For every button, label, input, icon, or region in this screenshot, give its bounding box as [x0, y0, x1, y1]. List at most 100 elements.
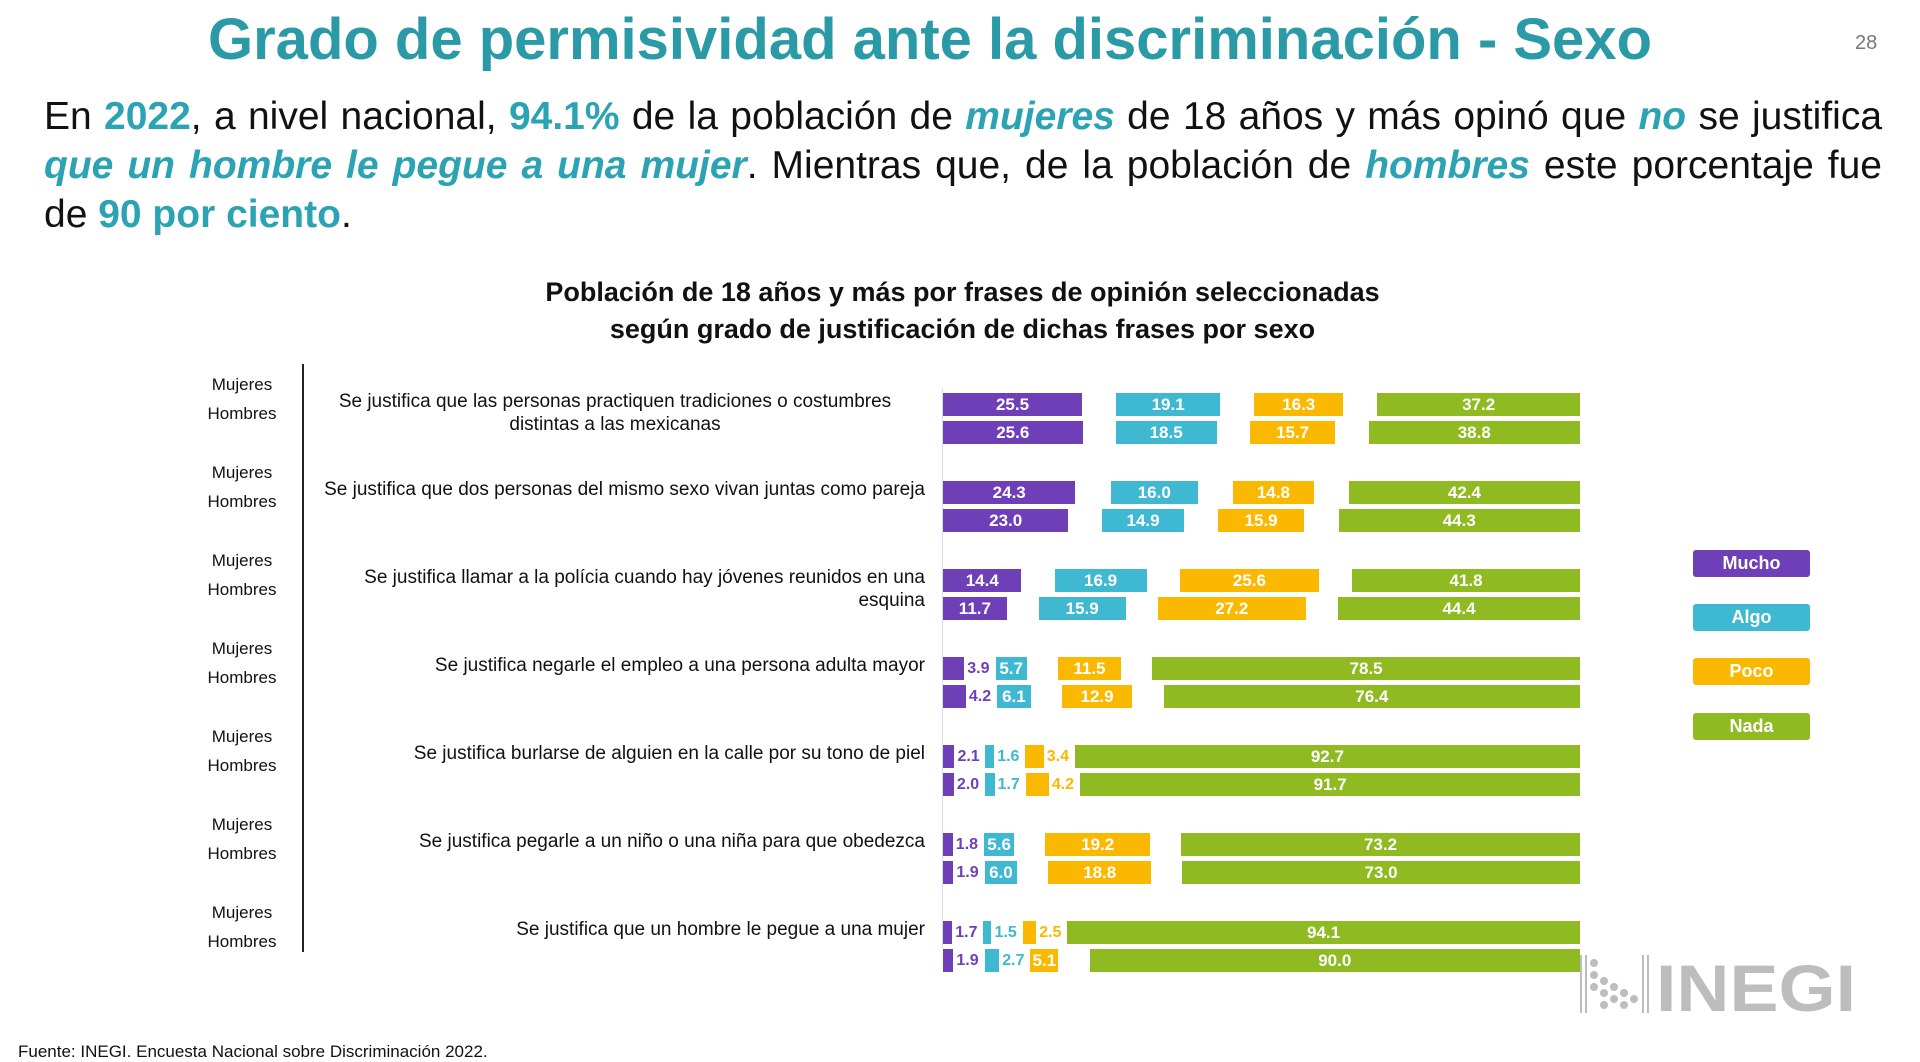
bar-nada-mujeres: 94.1 — [1067, 921, 1580, 944]
bar-nada-hombres: 73.0 — [1182, 861, 1580, 884]
bar-algo-mujeres: 16.9 — [1054, 569, 1147, 592]
category-axis-line — [302, 364, 304, 952]
bar-poco-hombres — [1025, 773, 1049, 796]
bar-algo-mujeres: 19.1 — [1116, 393, 1221, 416]
highlight-text: 94.1% — [508, 95, 620, 138]
bar-algo-mujeres: 5.7 — [995, 657, 1027, 680]
category-label: Se justifica que dos personas del mismo … — [324, 479, 925, 500]
bar-value-label: 4.2 — [1051, 776, 1075, 793]
bar-value-label: 1.7 — [955, 924, 978, 941]
paragraph-text: . — [340, 193, 352, 236]
paragraph-text: se justifica — [1686, 95, 1883, 138]
bar-value-label: 1.6 — [997, 748, 1020, 765]
category-label: Se justifica burlarse de alguien en la c… — [413, 743, 925, 764]
bar-mucho-hombres — [943, 861, 954, 884]
highlight-text: 2022 — [104, 95, 191, 138]
bar-nada-mujeres: 42.4 — [1348, 481, 1580, 504]
bar-nada-hombres: 44.3 — [1338, 509, 1580, 532]
bar-value-label: 3.4 — [1046, 748, 1069, 765]
bar-mucho-mujeres: 24.3 — [943, 481, 1076, 504]
bar-mucho-hombres — [943, 773, 954, 796]
sex-label-hombres: Hombres — [207, 844, 277, 863]
bar-poco-mujeres — [1025, 745, 1044, 768]
bar-value-label: 1.7 — [997, 776, 1020, 793]
paragraph-text: de 18 años y más opinó que — [1114, 95, 1639, 138]
bar-algo-mujeres — [983, 921, 992, 944]
bar-nada-mujeres: 41.8 — [1352, 569, 1580, 592]
slide-title: Grado de permisividad ante la discrimina… — [208, 7, 1652, 72]
highlight-text: no — [1638, 95, 1687, 138]
highlight-text: que un hombre le pegue a una mujer — [44, 144, 747, 187]
sex-label-hombres: Hombres — [207, 932, 277, 951]
bar-value-label: 4.2 — [968, 688, 992, 705]
legend-algo: Algo — [1693, 604, 1810, 631]
bar-mucho-hombres — [943, 949, 954, 972]
bar-mucho-hombres: 23.0 — [943, 509, 1069, 532]
bar-algo-hombres: 18.5 — [1115, 421, 1217, 444]
bar-value-label: 2.0 — [956, 776, 980, 793]
bar-algo-hombres — [984, 949, 1000, 972]
paragraph-text: En — [44, 95, 105, 138]
bar-poco-hombres: 5.1 — [1030, 949, 1059, 972]
bar-nada-hombres: 76.4 — [1163, 685, 1580, 708]
bar-algo-hombres: 6.1 — [997, 685, 1031, 708]
bar-poco-hombres: 18.8 — [1048, 861, 1151, 884]
bar-poco-mujeres — [1022, 921, 1037, 944]
paragraph-text: este porcentaje fue de — [44, 144, 1882, 236]
bar-value-label: 1.9 — [956, 864, 979, 881]
bar-value-label: 2.7 — [1002, 952, 1025, 969]
bar-value-label: 2.1 — [957, 748, 980, 765]
category-label: Se justifica pegarle a un niño o una niñ… — [419, 831, 925, 852]
sex-label-mujeres: Mujeres — [211, 903, 273, 922]
bar-poco-mujeres: 11.5 — [1058, 657, 1121, 680]
category-label: Se justifica que un hombre le pegue a un… — [516, 919, 925, 940]
sex-label-mujeres: Mujeres — [211, 727, 273, 746]
legend-poco: Poco — [1693, 658, 1810, 685]
bar-poco-hombres: 15.9 — [1217, 509, 1305, 532]
bar-mucho-mujeres: 25.5 — [943, 393, 1082, 416]
bar-nada-mujeres: 73.2 — [1181, 833, 1580, 856]
sex-label-hombres: Hombres — [207, 668, 277, 687]
bar-value-label: 1.9 — [956, 952, 979, 969]
bar-nada-mujeres: 78.5 — [1152, 657, 1580, 680]
highlight-text: hombres — [1365, 144, 1530, 187]
highlight-text: 90 por ciento — [98, 193, 341, 236]
category-label: Se justifica negarle el empleo a una per… — [434, 655, 925, 676]
highlight-text: mujeres — [965, 95, 1115, 138]
bar-value-label: 3.9 — [967, 660, 990, 677]
bar-nada-mujeres: 37.2 — [1377, 393, 1580, 416]
bar-value-label: 1.8 — [955, 836, 979, 853]
svg-text:INEGI: INEGI — [1656, 955, 1856, 1013]
paragraph-text: . Mientras que, de la población de — [746, 144, 1366, 187]
bar-nada-hombres: 38.8 — [1368, 421, 1580, 444]
bar-algo-mujeres: 5.6 — [983, 833, 1015, 856]
sex-label-mujeres: Mujeres — [211, 551, 273, 570]
bar-value-label: 1.5 — [994, 924, 1017, 941]
bar-axis-line — [942, 388, 943, 948]
bar-nada-hombres: 44.4 — [1338, 597, 1580, 620]
bar-algo-hombres: 6.0 — [984, 861, 1018, 884]
source-note: Fuente: INEGI. Encuesta Nacional sobre D… — [18, 1042, 488, 1061]
sex-label-hombres: Hombres — [207, 404, 277, 423]
sex-label-hombres: Hombres — [207, 756, 277, 775]
chart-title-line2: según grado de justificación de dichas f… — [609, 314, 1316, 344]
bar-mucho-mujeres — [943, 657, 965, 680]
sex-label-mujeres: Mujeres — [211, 639, 273, 658]
bar-poco-hombres: 27.2 — [1157, 597, 1306, 620]
bar-nada-mujeres: 92.7 — [1074, 745, 1580, 768]
bar-poco-mujeres: 19.2 — [1045, 833, 1150, 856]
bar-mucho-mujeres — [943, 745, 955, 768]
sex-label-mujeres: Mujeres — [211, 375, 273, 394]
bar-poco-mujeres: 16.3 — [1254, 393, 1344, 416]
page-number: 28 — [1855, 32, 1878, 54]
bar-mucho-hombres — [943, 685, 966, 708]
bar-mucho-hombres: 25.6 — [943, 421, 1083, 444]
category-label: Se justifica llamar a la polícia cuando … — [364, 567, 925, 611]
bar-nada-hombres: 90.0 — [1089, 949, 1580, 972]
bar-mucho-mujeres — [943, 833, 953, 856]
bar-poco-hombres: 15.7 — [1249, 421, 1336, 444]
bar-algo-mujeres — [985, 745, 995, 768]
paragraph-text: , a nivel nacional, — [190, 95, 509, 138]
sex-label-hombres: Hombres — [207, 492, 277, 511]
